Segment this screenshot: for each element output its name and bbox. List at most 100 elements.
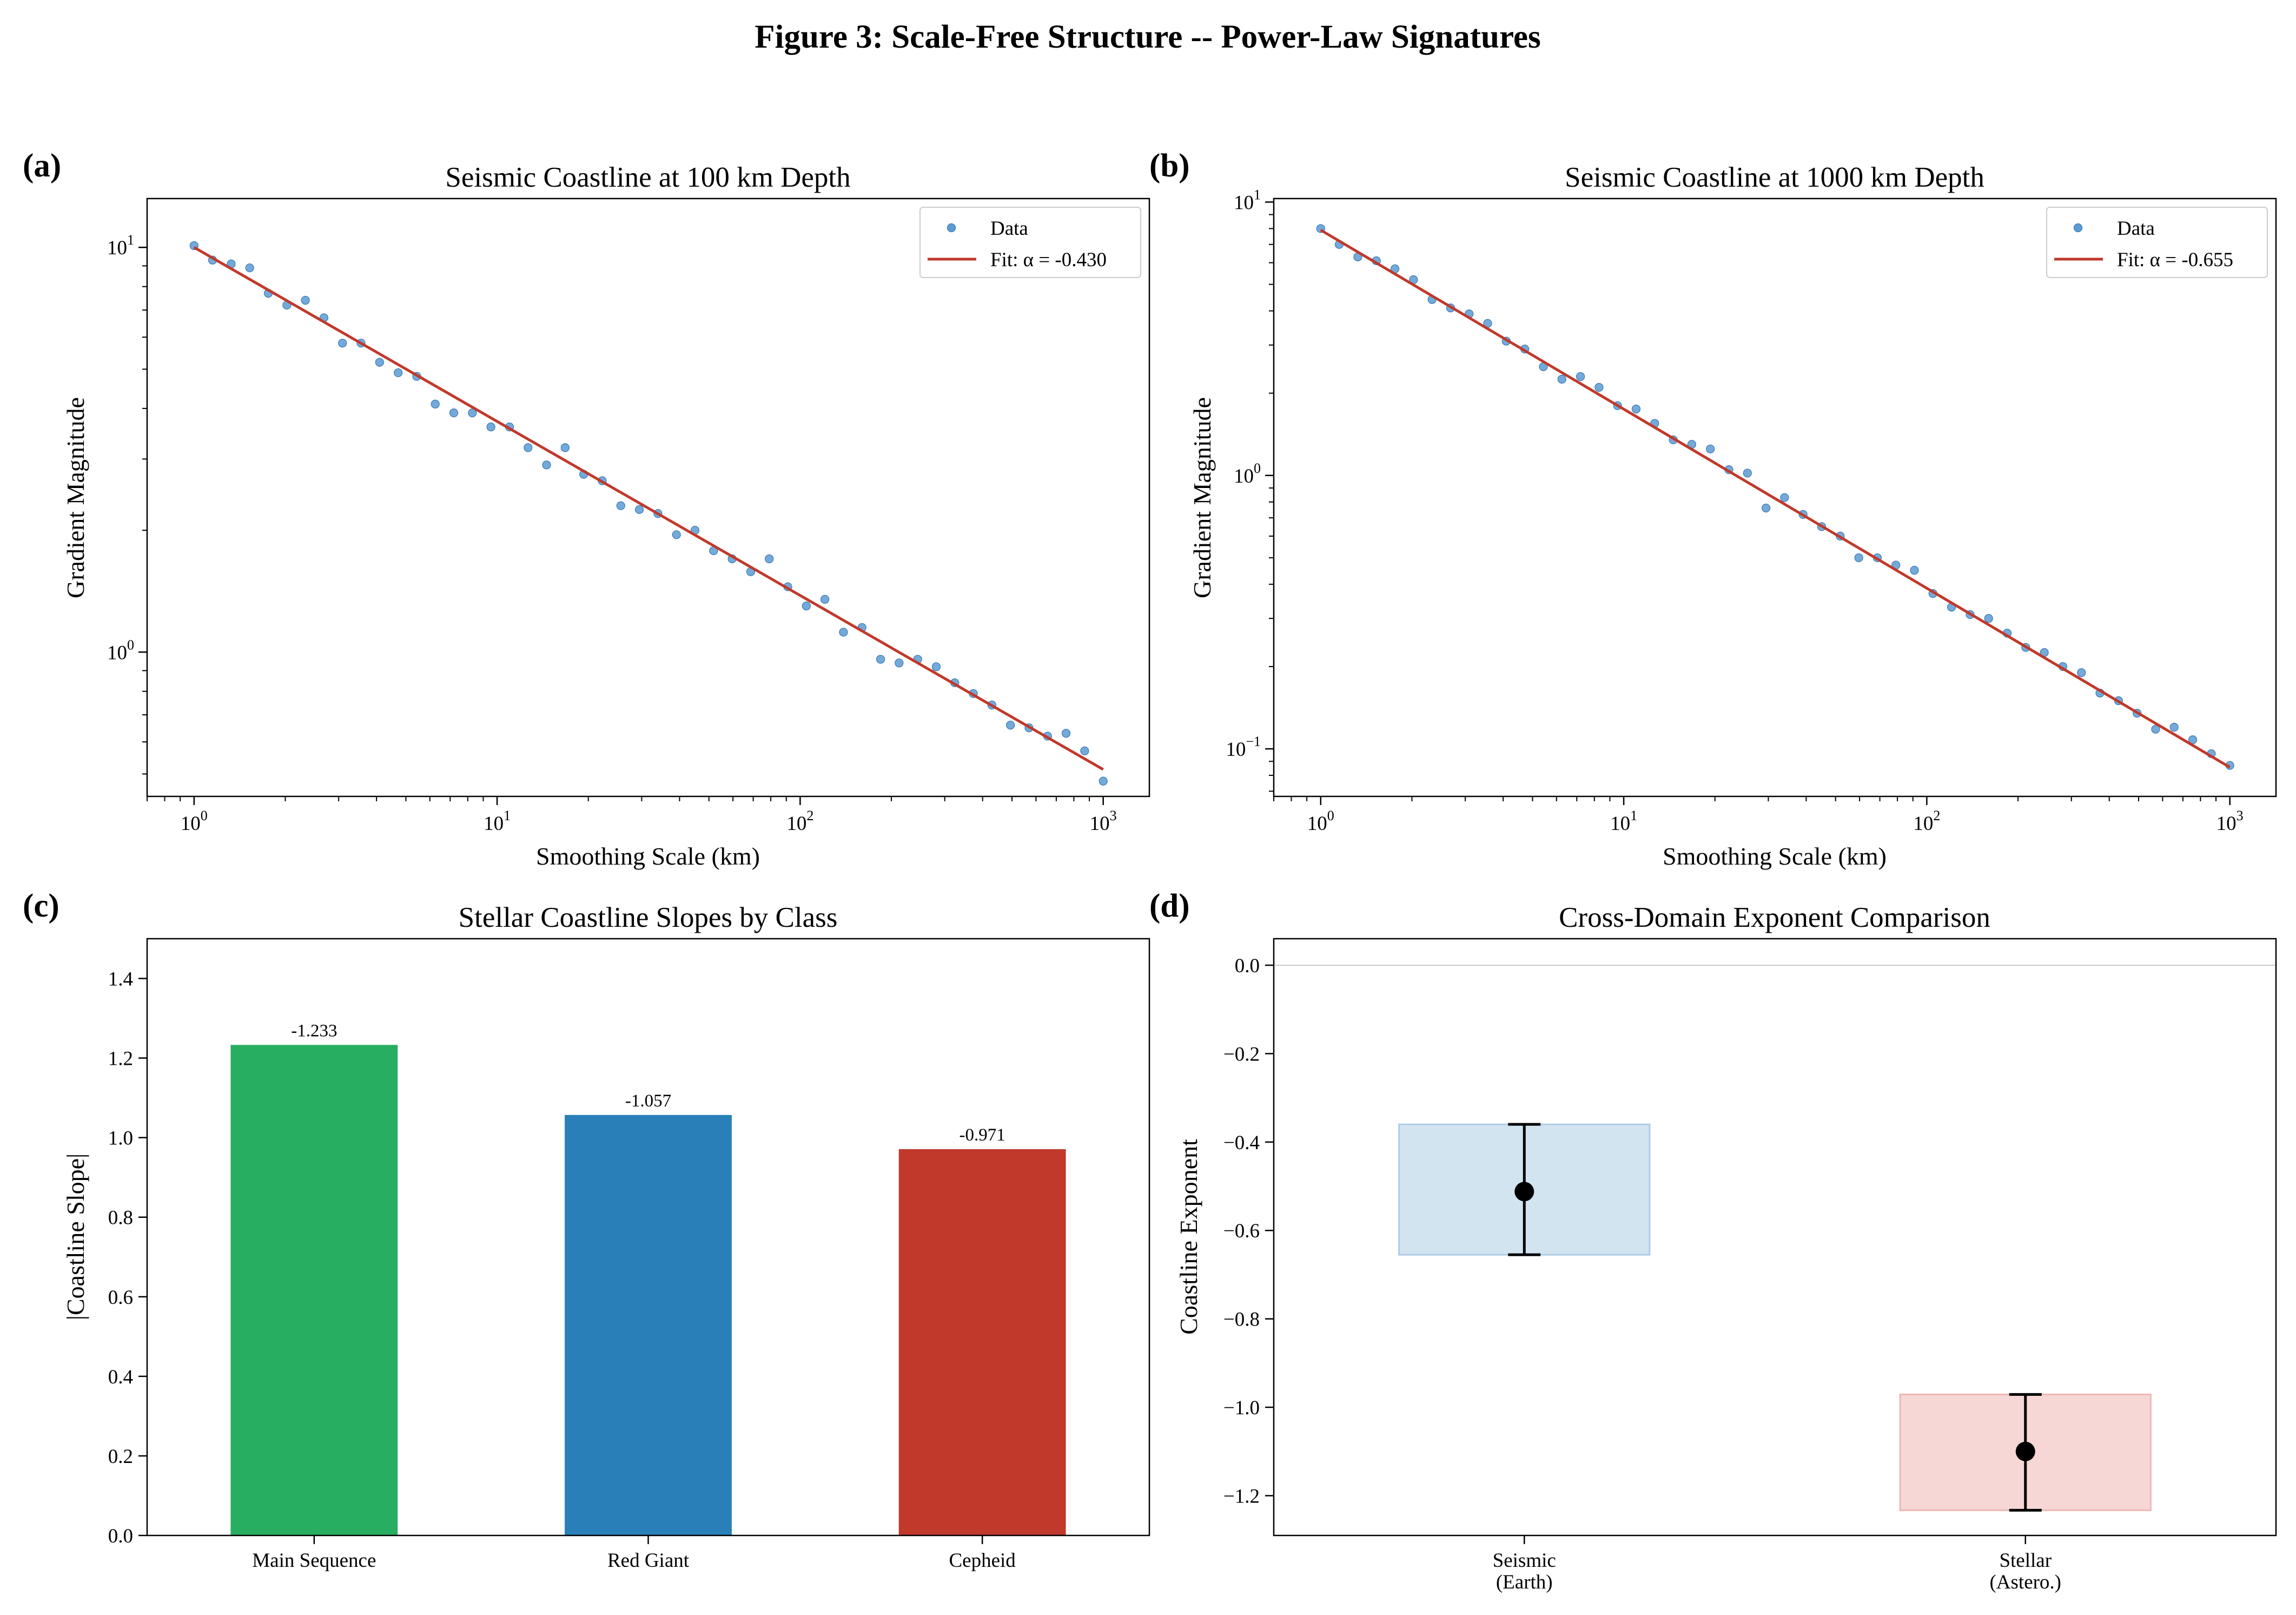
panel-a-x-tick-label: 102 <box>786 808 813 835</box>
panel-b-x-tick-label: 100 <box>1307 808 1334 835</box>
panel-a-ylabel: Gradient Magnitude <box>62 397 89 598</box>
panel-d-y-tick-label: 0.0 <box>1235 955 1260 977</box>
panel-label-d: (d) <box>1149 888 1190 924</box>
panel-label-b: (b) <box>1149 148 1190 184</box>
panel-c-y-tick-label: 0.4 <box>108 1366 133 1388</box>
panel-d-title: Cross-Domain Exponent Comparison <box>1559 902 1990 933</box>
panel-b-data-point <box>1557 374 1566 384</box>
panel-d-y-tick-label: −0.4 <box>1223 1132 1260 1154</box>
panel-b-data-point <box>1984 614 1993 623</box>
panel-b-data-point <box>1631 404 1641 414</box>
panel-a-data-point <box>394 368 403 378</box>
panel-b-y-tick-label: 100 <box>1234 460 1261 487</box>
panel-a-x-tick-label: 101 <box>484 808 511 835</box>
panel-d-x-tick-label: Seismic <box>1493 1550 1556 1572</box>
panel-b-data-point <box>1761 503 1771 513</box>
panel-c-y-tick-label: 0.8 <box>108 1207 133 1229</box>
panel-a-fit-line <box>193 246 1104 771</box>
panel-d: (d) Cross-Domain Exponent Comparison Coa… <box>1149 888 2277 1593</box>
panel-a-data-point <box>486 423 495 432</box>
panel-a-x-tick-label: 100 <box>181 808 208 835</box>
panel-a-data-point <box>560 443 570 452</box>
panel-a-data-point <box>634 505 644 514</box>
panel-c-y-tick-label: 1.0 <box>108 1128 133 1150</box>
panel-c-bar-value-label: -0.971 <box>960 1125 1005 1145</box>
panel-b-data-point <box>1854 553 1863 563</box>
panel-c-y-tick-label: 0.0 <box>108 1525 133 1547</box>
panel-d-mean-marker <box>2015 1441 2035 1461</box>
panel-a-data-point <box>672 530 681 539</box>
panel-b-minor-ticks <box>1269 214 2217 801</box>
panel-a-data-point <box>616 501 625 510</box>
panel-b-data-point <box>1706 444 1715 453</box>
panel-a-data-point <box>931 662 941 671</box>
panel-b-data-point <box>2188 735 2198 744</box>
panel-d-ylabel: Coastline Exponent <box>1175 1139 1202 1335</box>
panel-d-y-tick-label: −1.0 <box>1223 1397 1260 1419</box>
panel-c-x-tick-label: Red Giant <box>607 1550 690 1572</box>
panel-b-axes-frame <box>1273 197 2277 797</box>
panel-b-data-point <box>1780 493 1789 502</box>
panel-a-data-point <box>895 658 904 668</box>
panel-a-legend-data-label: Data <box>990 217 1028 240</box>
panel-d-x-tick-sublabel: (Astero.) <box>1989 1571 2061 1593</box>
panel-a-data-point <box>431 399 440 408</box>
panel-a-plot-area: 100 101 102 103 100 101 Data Fit: α = -0.430 <box>107 197 1150 835</box>
panel-b-x-tick-label: 101 <box>1610 808 1637 835</box>
panel-c-x-tick-label: Main Sequence <box>252 1550 376 1572</box>
panel-a-minor-ticks <box>142 265 1090 801</box>
panel-a-data-point <box>821 595 830 604</box>
panel-a-x-tick-label: 103 <box>1090 808 1117 835</box>
panel-d-axes-frame <box>1273 938 2277 1537</box>
panel-a-data-point <box>301 295 310 305</box>
panel-a-data-point <box>1006 721 1015 730</box>
panel-b-legend-fit-label: Fit: α = -0.655 <box>2117 249 2233 271</box>
panel-a-data-point <box>1099 776 1108 786</box>
panel-a-data-point <box>542 460 551 470</box>
panel-b-data-point <box>2151 724 2160 734</box>
panel-c-y-tick-label: 0.2 <box>108 1446 133 1468</box>
panel-c-bar-cepheid <box>898 1149 1066 1535</box>
panel-c-bar-value-label: -1.233 <box>291 1021 337 1040</box>
panel-c-y-tick-label: 0.6 <box>108 1287 133 1309</box>
panel-a-data-point <box>876 655 885 664</box>
panel-b-y-tick-label: 101 <box>1234 187 1261 214</box>
panel-c-plot-area: 0.0 0.2 0.4 0.6 0.8 1.0 1.2 1.4 -1.233 Main Seque… <box>108 938 1150 1572</box>
panel-b-ylabel: Gradient Magnitude <box>1188 397 1216 598</box>
panel-a-y-tick-label: 100 <box>107 637 134 664</box>
panel-d-y-tick-label: −0.8 <box>1223 1309 1260 1331</box>
panel-b-xlabel: Smoothing Scale (km) <box>1663 842 1887 870</box>
panel-d-y-tick-label: −0.6 <box>1223 1220 1260 1242</box>
panel-a-data-point <box>468 408 477 418</box>
panel-a-data-point <box>1061 729 1071 738</box>
panel-c-ylabel: |Coastline Slope| <box>62 1153 89 1320</box>
panel-b-data-point <box>1576 372 1585 381</box>
panel-d-plot-area: 0.0 −0.2 −0.4 −0.6 −0.8 −1.0 −1.2 Seismic(Earth… <box>1223 938 2277 1593</box>
panel-c-bar-value-label: -1.057 <box>625 1091 671 1111</box>
panel-b-data-point <box>1594 383 1604 392</box>
panel-c-y-tick-label: 1.4 <box>108 968 133 991</box>
panel-b-fit-line <box>1320 229 2231 769</box>
panel-label-a: (a) <box>23 148 61 184</box>
panel-b-x-tick-label: 103 <box>2216 808 2244 835</box>
panel-d-x-tick-sublabel: (Earth) <box>1496 1571 1553 1593</box>
panel-a-data-point <box>802 601 811 611</box>
panel-a-axes-frame <box>146 197 1150 797</box>
panel-b-x-tick-label: 102 <box>1913 808 1940 835</box>
panel-b-data-point <box>1743 469 1752 478</box>
panel-a-y-tick-label: 101 <box>107 232 134 259</box>
panel-c-x-tick-label: Cepheid <box>949 1550 1016 1572</box>
panel-b-data-point <box>2077 668 2086 677</box>
panel-d-y-tick-label: −1.2 <box>1223 1485 1260 1507</box>
panel-c-axes-frame <box>146 938 1150 1537</box>
panel-d-mean-marker <box>1514 1182 1534 1202</box>
panel-a-data-point <box>375 358 384 367</box>
panel-b-title: Seismic Coastline at 1000 km Depth <box>1565 162 1984 193</box>
panel-d-y-tick-label: −0.2 <box>1223 1043 1260 1065</box>
panel-d-x-tick-label: Stellar <box>1999 1550 2052 1572</box>
panel-a-legend: Data Fit: α = -0.430 <box>919 207 1141 278</box>
panel-a-title: Seismic Coastline at 100 km Depth <box>445 162 850 193</box>
panel-a-data-point <box>449 408 459 418</box>
panel-c-y-tick-label: 1.2 <box>108 1048 133 1070</box>
